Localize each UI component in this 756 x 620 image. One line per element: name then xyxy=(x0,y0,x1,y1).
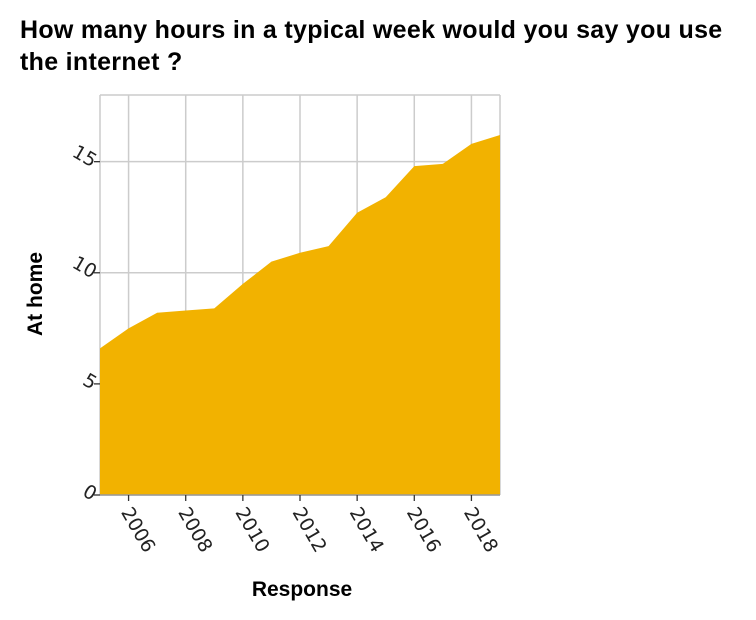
y-tick-labels: 0 5 10 15 xyxy=(69,141,101,505)
x-tick-label: 2010 xyxy=(231,504,274,557)
x-axis-label: Response xyxy=(252,578,352,601)
y-tick-label: 5 xyxy=(79,369,100,394)
x-tick-labels: 2006 2008 2010 2012 2014 2016 2018 xyxy=(116,495,502,556)
x-tick-label: 2018 xyxy=(459,504,502,557)
area-series xyxy=(100,135,500,495)
y-tick-label: 10 xyxy=(69,252,101,283)
y-tick-label: 15 xyxy=(69,141,101,172)
x-tick-label: 2016 xyxy=(402,504,445,557)
x-tick-label: 2008 xyxy=(173,504,216,557)
x-tick-label: 2012 xyxy=(288,504,331,557)
y-tick-label: 0 xyxy=(79,480,100,505)
chart-title: How many hours in a typical week would y… xyxy=(20,16,723,76)
x-tick-label: 2014 xyxy=(345,504,388,557)
x-tick-label: 2006 xyxy=(116,504,159,557)
y-axis-label: At home xyxy=(24,252,47,336)
